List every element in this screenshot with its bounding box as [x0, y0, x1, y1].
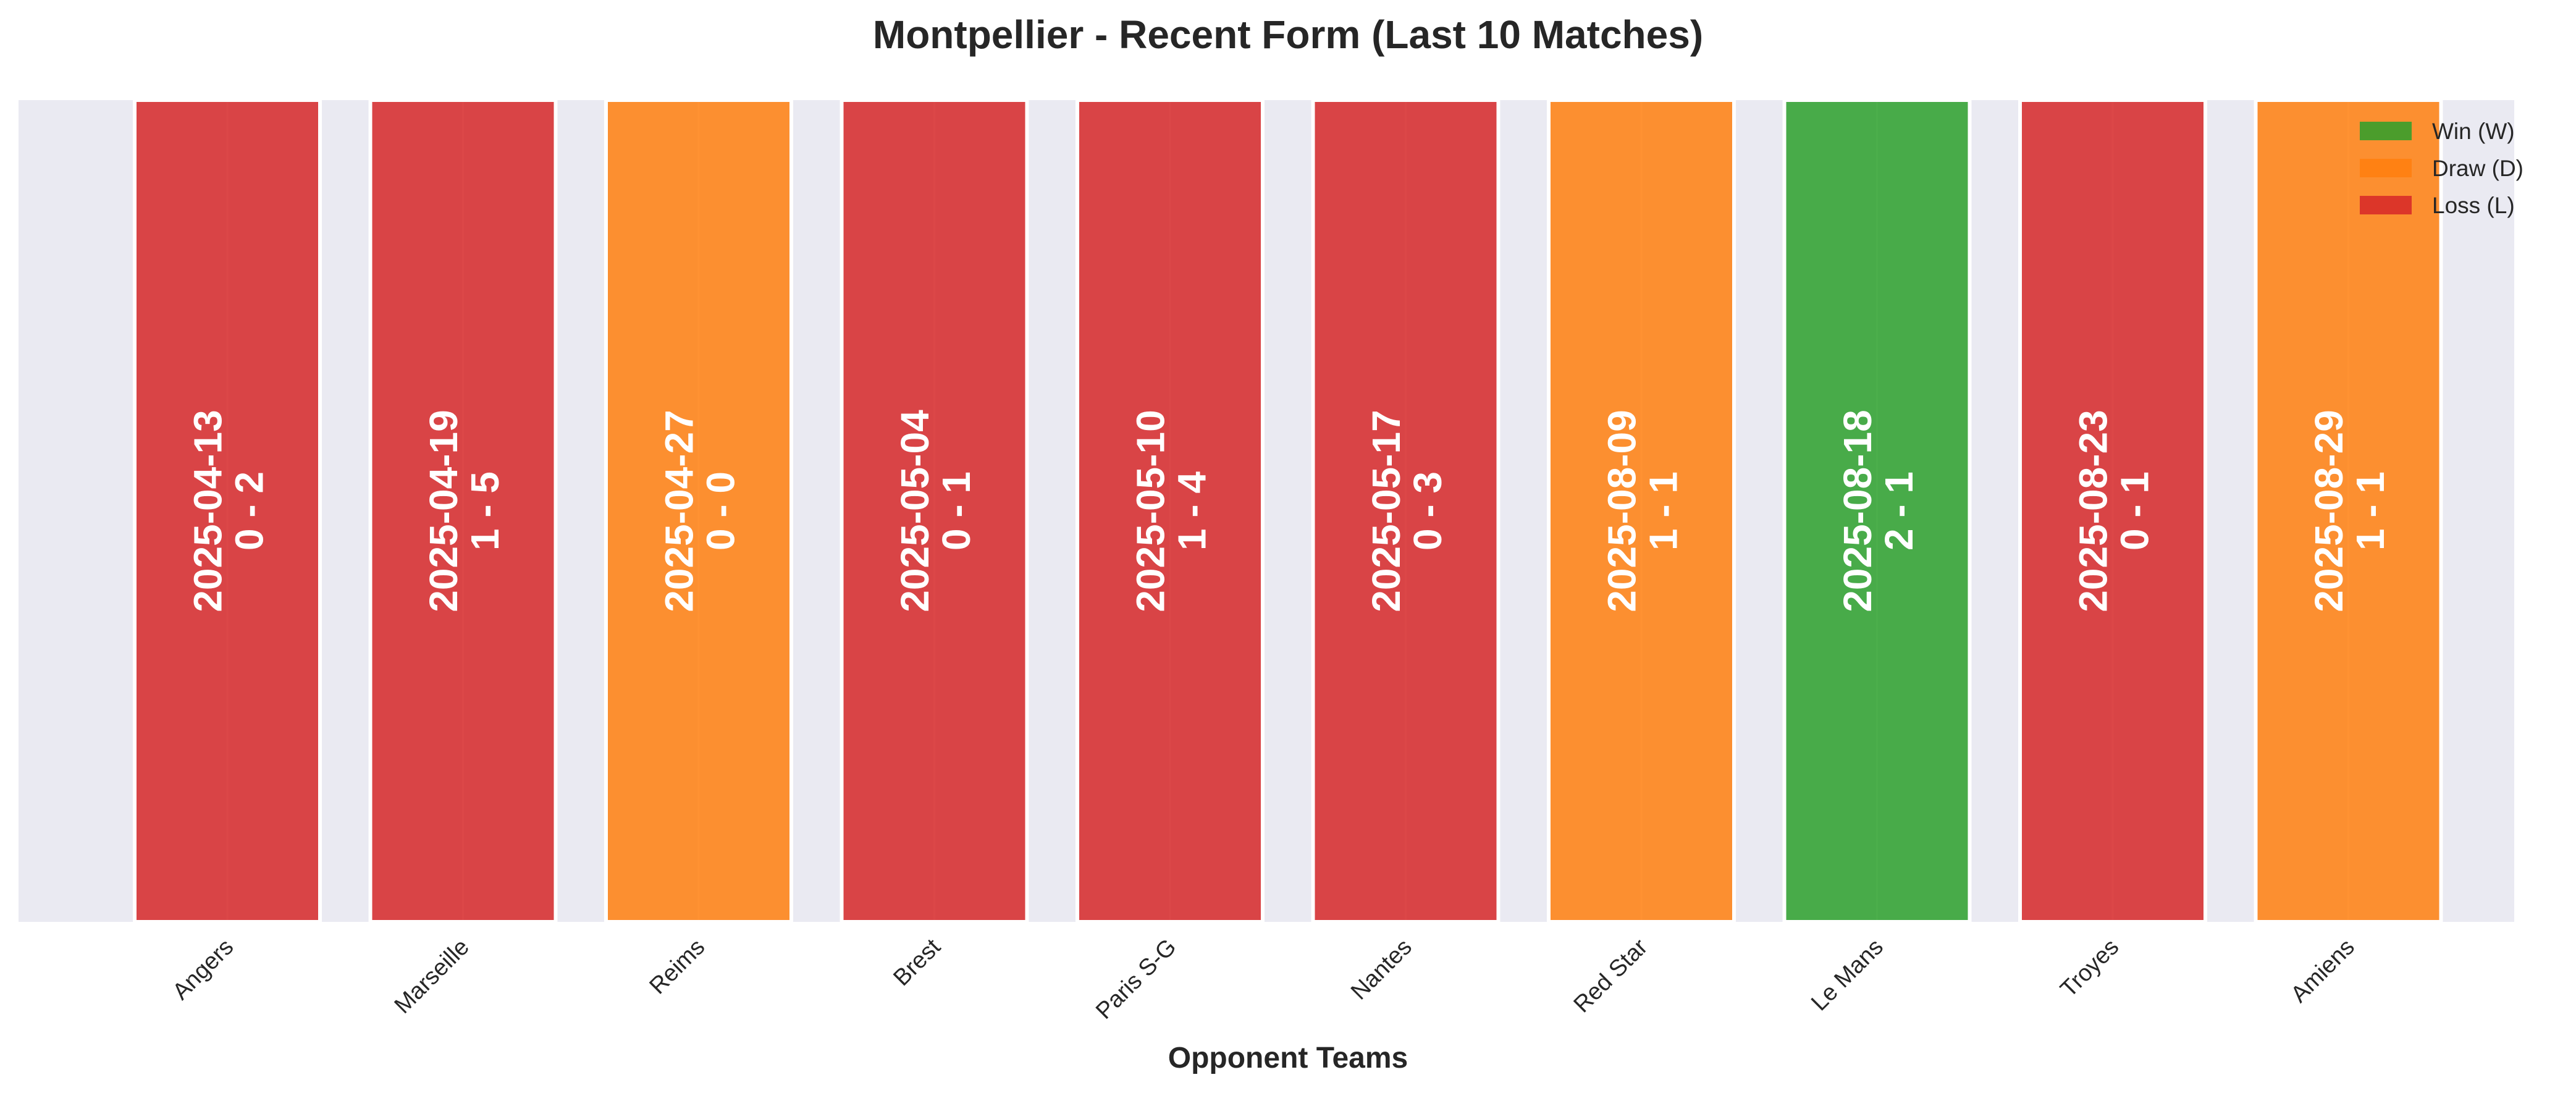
bar-label-date: 2025-05-17	[1364, 410, 1408, 612]
legend-label: Loss (L)	[2432, 193, 2515, 218]
bars	[133, 98, 2443, 924]
bar-label-date: 2025-08-18	[1835, 410, 1880, 612]
legend-label: Win (W)	[2432, 119, 2515, 144]
bar-label: 2025-04-130 - 2	[185, 410, 271, 612]
bar-label-score: 1 - 4	[1170, 471, 1214, 551]
x-tick-label: Reims	[645, 934, 710, 1000]
bar-label-score: 1 - 1	[1641, 471, 1686, 551]
bar-l	[368, 98, 558, 924]
x-tick-label: Red Star	[1569, 934, 1653, 1018]
x-tick-labels: Angers Marseille Reims Brest Paris S-G Nantes…	[168, 934, 2360, 1024]
bar-label-date: 2025-04-19	[421, 410, 466, 612]
legend-swatch	[2360, 122, 2412, 140]
bar-label-date: 2025-08-29	[2307, 410, 2351, 612]
bar-label-date: 2025-04-13	[185, 410, 230, 612]
x-tick-label: Paris S-G	[1091, 934, 1181, 1024]
bar-label-score: 0 - 0	[699, 471, 743, 551]
bar-l	[133, 98, 322, 924]
bar-l	[1075, 98, 1265, 924]
bar-label: 2025-05-170 - 3	[1364, 410, 1450, 612]
bar-l	[840, 98, 1029, 924]
x-tick-label: Marseille	[390, 934, 474, 1019]
x-axis-label: Opponent Teams	[1168, 1042, 1408, 1074]
x-tick-label: Le Mans	[1806, 934, 1888, 1016]
bar-label-score: 1 - 5	[463, 471, 507, 551]
bar-label-score: 0 - 3	[1405, 471, 1450, 551]
bar-label: 2025-04-270 - 0	[657, 410, 743, 612]
bar-label: 2025-04-191 - 5	[421, 410, 507, 612]
bar-l	[2018, 98, 2207, 924]
bar-l	[1311, 98, 1501, 924]
bar-label: 2025-05-101 - 4	[1128, 410, 1214, 612]
bar-label: 2025-08-091 - 1	[1599, 410, 1685, 612]
x-tick-label: Amiens	[2286, 934, 2360, 1008]
bar-label-date: 2025-05-04	[893, 410, 937, 612]
x-tick-label: Nantes	[1346, 934, 1417, 1005]
bar-label-score: 1 - 1	[2348, 471, 2393, 551]
bar-label-date: 2025-08-23	[2071, 410, 2115, 612]
bar-d	[2254, 98, 2443, 924]
bar-label-date: 2025-04-27	[657, 410, 701, 612]
bar-label: 2025-08-291 - 1	[2307, 410, 2393, 612]
bar-label-score: 2 - 1	[1877, 471, 1921, 551]
bar-label: 2025-08-182 - 1	[1835, 410, 1921, 612]
bar-label: 2025-05-040 - 1	[893, 410, 979, 612]
bar-label-score: 0 - 2	[227, 471, 272, 551]
legend-swatch	[2360, 159, 2412, 177]
legend-label: Draw (D)	[2432, 156, 2523, 181]
bar-label: 2025-08-230 - 1	[2071, 410, 2157, 612]
bar-labels: 2025-04-130 - 2 2025-04-191 - 5 2025-04-27…	[185, 410, 2393, 612]
x-tick-label: Troyes	[2056, 934, 2124, 1003]
bar-d	[604, 98, 793, 924]
bar-w	[1782, 98, 1972, 924]
x-tick-label: Brest	[888, 934, 946, 991]
legend: Win (W) Draw (D) Loss (L)	[2360, 119, 2523, 218]
bar-label-score: 0 - 1	[2113, 471, 2157, 551]
chart-title: Montpellier - Recent Form (Last 10 Match…	[873, 12, 1703, 57]
bar-label-score: 0 - 1	[934, 471, 979, 551]
bar-label-date: 2025-05-10	[1128, 410, 1172, 612]
bar-label-date: 2025-08-09	[1599, 410, 1644, 612]
bar-d	[1547, 98, 1736, 924]
x-tick-label: Angers	[168, 934, 239, 1005]
legend-swatch	[2360, 196, 2412, 214]
